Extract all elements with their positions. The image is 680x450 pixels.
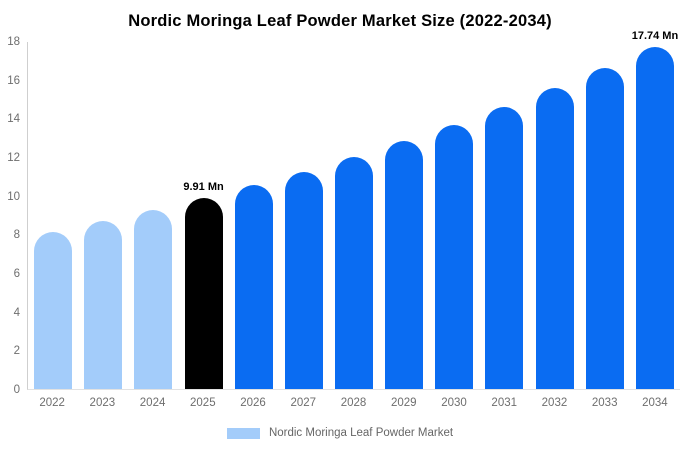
x-tick-label: 2030 xyxy=(441,397,467,409)
x-tick-label: 2022 xyxy=(39,397,65,409)
legend-swatch-icon xyxy=(226,427,260,439)
legend[interactable]: Nordic Moringa Leaf Powder Market xyxy=(0,427,680,439)
bar-slot-2028 xyxy=(329,42,379,389)
y-tick-label: 18 xyxy=(7,36,20,48)
y-tick-label: 8 xyxy=(13,229,20,242)
x-tick-label: 2032 xyxy=(541,397,568,409)
bar-2033[interactable] xyxy=(585,68,624,389)
y-tick-label: 10 xyxy=(7,190,20,203)
bar-2034[interactable] xyxy=(635,47,674,389)
y-tick-label: 2 xyxy=(13,345,20,358)
bar-slot-2033 xyxy=(580,42,630,389)
bar-slot-2022 xyxy=(28,42,78,389)
x-tick-label: 2028 xyxy=(340,397,367,409)
bar-slot-2029 xyxy=(379,42,429,389)
bar-2030[interactable] xyxy=(435,124,474,389)
bar-2026[interactable] xyxy=(234,185,273,389)
bar-series: 9.91 Mn 17.74 Mn xyxy=(28,30,680,389)
x-tick-label: 2033 xyxy=(591,397,618,409)
y-tick-label: 0 xyxy=(13,384,20,396)
bar-slot-2023 xyxy=(78,42,128,389)
bar-slot-2026 xyxy=(229,42,279,389)
y-tick-label: 12 xyxy=(7,152,20,164)
x-tick-label: 2027 xyxy=(290,397,317,409)
bar-2025[interactable] xyxy=(184,197,223,389)
bar-2027[interactable] xyxy=(284,171,323,389)
legend-label: Nordic Moringa Leaf Powder Market xyxy=(268,427,454,439)
x-tick-label: 2025 xyxy=(190,397,216,409)
y-tick-label: 4 xyxy=(13,306,20,319)
bar-2028[interactable] xyxy=(335,157,374,389)
bar-slot-2027 xyxy=(279,42,329,389)
y-tick-label: 16 xyxy=(7,74,20,87)
x-tick-label: 2031 xyxy=(491,397,518,409)
bar-2023[interactable] xyxy=(84,221,123,389)
bar-slot-2025: 9.91 Mn xyxy=(178,42,228,389)
bar-slot-2030 xyxy=(429,42,479,389)
x-tick-label: 2024 xyxy=(139,397,166,409)
bar-slot-2031 xyxy=(479,42,529,389)
x-tick-label: 2029 xyxy=(390,397,417,409)
bar-value-label: 17.74 Mn xyxy=(631,30,679,43)
y-tick-label: 6 xyxy=(13,268,20,280)
bar-slot-2024 xyxy=(128,42,178,389)
x-tick-label: 2026 xyxy=(240,397,266,409)
x-tick-label: 2034 xyxy=(642,397,668,409)
plot-area: 9.91 Mn 17.74 Mn xyxy=(27,30,680,390)
bar-2024[interactable] xyxy=(134,209,173,389)
x-tick-label: 2023 xyxy=(89,397,116,409)
bar-2022[interactable] xyxy=(34,231,73,389)
bar-value-label: 9.91 Mn xyxy=(183,180,224,193)
bar-2031[interactable] xyxy=(485,107,524,389)
chart-title: Nordic Moringa Leaf Powder Market Size (… xyxy=(128,12,552,30)
bar-slot-2032 xyxy=(530,42,580,389)
bar-slot-2034: 17.74 Mn xyxy=(630,30,680,389)
x-axis-tick-labels: 2022 2023 2024 2025 2026 2027 2028 2029 2030 2031… xyxy=(27,397,680,409)
y-tick-label: 14 xyxy=(7,113,20,126)
bar-2032[interactable] xyxy=(535,88,574,389)
y-axis-tick-labels: 0 2 4 6 8 10 12 14 16 18 xyxy=(0,36,22,396)
bar-2029[interactable] xyxy=(385,141,424,389)
